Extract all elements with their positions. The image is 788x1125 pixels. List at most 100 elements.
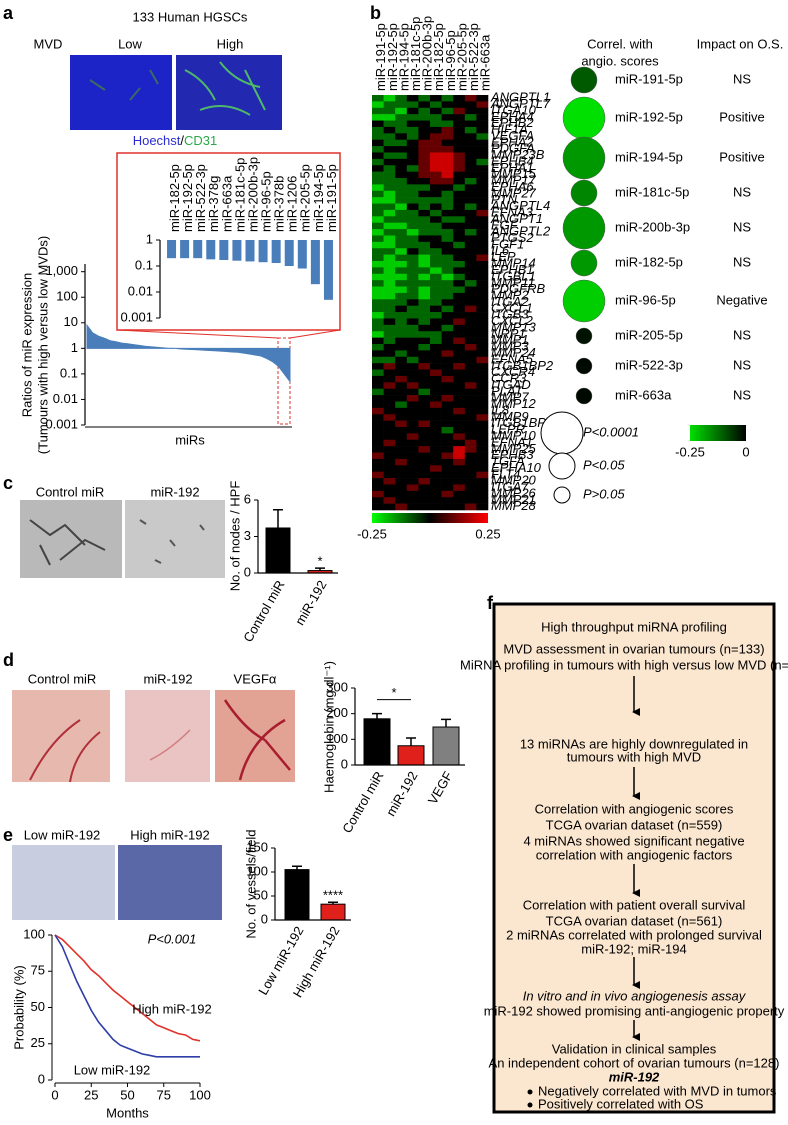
heatmap-cell [441, 209, 454, 217]
heatmap-cell [418, 280, 431, 287]
heatmap-cell [372, 446, 384, 453]
heatmap-cell [418, 446, 431, 453]
row-label: miR-96-5p [615, 292, 676, 307]
heatmap-cell [372, 114, 384, 121]
heatmap-cell [372, 363, 384, 370]
step-text: An independent cohort of ovarian tumours… [489, 1055, 780, 1070]
heatmap-cell [441, 203, 454, 211]
heatmap-cell [372, 241, 384, 249]
heatmap-cell [430, 337, 442, 345]
heatmap-cell [464, 452, 477, 460]
y-tick-label: 6 [244, 491, 251, 506]
heatmap-cell [395, 433, 408, 441]
heatmap-cell [406, 190, 419, 198]
heatmap-cell [464, 254, 477, 262]
heatmap-cell [476, 229, 489, 236]
step-text: 2 miRNAs correlated with prolonged survi… [506, 927, 762, 942]
column-header: Correl. with [587, 36, 653, 51]
heatmap-cell [395, 203, 408, 211]
heatmap-cell [453, 375, 466, 383]
heatmap-cell [453, 446, 466, 453]
x-tick-label: miR-200b-3p [245, 157, 260, 232]
heatmap-cell [453, 165, 466, 172]
heatmap-cell [430, 350, 442, 358]
heatmap-cell [430, 324, 442, 332]
heatmap-cell [476, 305, 489, 313]
heatmap-cell [453, 139, 466, 147]
heatmap-cell [395, 478, 408, 485]
step-title: Correlation with angiogenic scores [535, 801, 734, 816]
heatmap-cell [406, 324, 419, 332]
heatmap-cell [453, 497, 466, 504]
heatmap-cell [383, 216, 396, 223]
heatmap-cell [441, 452, 454, 460]
heatmap-cell [406, 267, 419, 275]
heatmap-cell [476, 458, 489, 466]
heatmap-cell [464, 458, 477, 466]
heatmap-cell [395, 190, 408, 198]
heatmap-cell [476, 356, 489, 364]
heatmap-cell [476, 363, 489, 370]
heatmap-cell [418, 267, 431, 275]
heatmap-cell [430, 158, 442, 166]
row-label: EPHA2 [491, 134, 534, 149]
heatmap-cell [406, 484, 419, 492]
connector [116, 329, 279, 339]
heatmap-cell [372, 331, 384, 338]
heatmap-cell [453, 427, 466, 434]
row-label: CXCR4 [491, 364, 535, 379]
row-label: MMP15 [491, 166, 537, 181]
heatmap-cell [406, 439, 419, 447]
heatmap-cell [476, 248, 489, 255]
heatmap-cell [418, 248, 431, 255]
heatmap-cell [383, 427, 396, 434]
heatmap-cell [406, 490, 419, 498]
heatmap-cell [430, 433, 442, 441]
y-tick-label: 0 [38, 1071, 45, 1086]
heatmap-cell [453, 414, 466, 421]
row-label: LEPR [491, 422, 525, 437]
heatmap-cell [441, 497, 454, 504]
heatmap-cell [395, 216, 408, 223]
heatmap-cell [476, 216, 489, 223]
row-label: MMP14 [491, 256, 536, 271]
heatmap-cell [383, 286, 396, 294]
row-label: miR-200b-3p [615, 219, 690, 234]
row-label: miR-194-5p [615, 149, 683, 164]
heatmap-cell [464, 203, 477, 211]
row-label: EPHB2 [491, 115, 534, 130]
y-tick-label: 50 [31, 999, 45, 1014]
heatmap-cell [372, 184, 384, 192]
x-tick-label: 0 [51, 1087, 58, 1102]
heatmap-cell [453, 356, 466, 364]
heatmap-cell [372, 318, 384, 326]
row-label: miR-522-3p [615, 357, 683, 372]
heatmap-cell [464, 248, 477, 255]
heatmap-cell [441, 222, 454, 230]
heatmap-cell [383, 388, 396, 396]
heatmap-cell [383, 152, 396, 160]
impact-label: Positive [719, 149, 765, 164]
heatmap-cell [372, 216, 384, 223]
heatmap-cell [430, 165, 442, 172]
heatmap-cell [453, 458, 466, 466]
heatmap-cell [464, 190, 477, 198]
heatmap-cell [383, 203, 396, 211]
heatmap-cell [395, 171, 408, 179]
heatmap-cell [372, 369, 384, 377]
heatmap-cell [395, 324, 408, 332]
heatmap-cell [464, 216, 477, 223]
y-tick-label: 10 [64, 314, 78, 329]
heatmap-cell [476, 184, 489, 192]
bubble [575, 387, 593, 405]
x-tick-label: miR-96-5p [259, 171, 274, 232]
heatmap-cell [395, 382, 408, 389]
heatmap-cell [430, 305, 442, 313]
heatmap-cell [441, 324, 454, 332]
heatmap-cell [453, 133, 466, 140]
heatmap-cell [395, 471, 408, 479]
heatmap-cell [418, 503, 431, 511]
heatmap-cell [418, 178, 431, 185]
heatmap-cell [383, 324, 396, 332]
x-axis-label: Months [106, 1105, 149, 1120]
